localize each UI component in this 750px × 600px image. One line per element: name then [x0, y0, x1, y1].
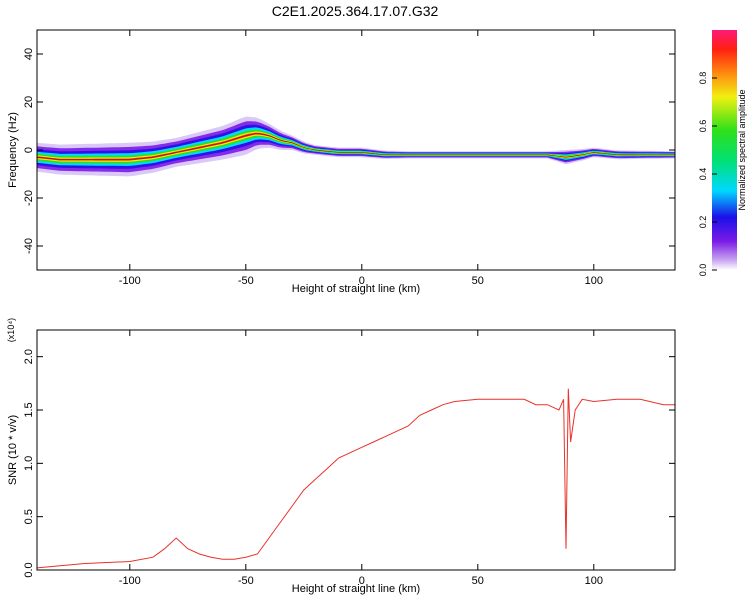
colorbar-ticks: 0.0 0.2 0.4 0.6 0.8 [698, 72, 717, 277]
colorbar-tick-label: 0.2 [698, 216, 708, 229]
snr-y-label: SNR (10 * v/v) [7, 415, 19, 485]
colorbar-label: Normalized spectral amplitude [737, 89, 747, 210]
snr-series-line [36, 388, 675, 569]
snr-x-tick-label: -100 [119, 575, 141, 587]
snr-y-tick-label: 2.0 [23, 349, 35, 364]
snr-panel: -100 -50 0 50 100 0.0 0.5 1.0 1.5 2.0 Height of … [6, 318, 676, 595]
spectrogram-x-tick-label: 100 [585, 275, 603, 287]
spectrogram-ridge-line [36, 133, 675, 160]
snr-y-tick-label: 0.5 [23, 509, 35, 524]
spectrogram-x-ticks: -100 -50 0 50 100 [119, 30, 603, 287]
snr-x-tick-label: 100 [585, 575, 603, 587]
spectrogram-x-tick-label: 0 [359, 275, 365, 287]
spectrogram-y-label: Frequency (Hz) [7, 112, 19, 188]
spectrogram-x-tick-label: 50 [472, 275, 484, 287]
spectrogram-panel: -100 -50 0 50 100 -40 -20 0 20 40 Height of stra… [7, 29, 676, 295]
spectrogram-y-tick-label: 40 [23, 48, 35, 60]
colorbar-gradient [712, 30, 737, 270]
snr-scale-label: (x10⁴) [6, 318, 16, 342]
snr-y-tick-label: 1.0 [23, 456, 35, 471]
snr-x-tick-label: 50 [472, 575, 484, 587]
spectrogram-halo [37, 116, 675, 177]
spectrogram-fill [36, 116, 675, 177]
spectrogram-band-violet [37, 121, 675, 173]
colorbar-tick-label: 0.8 [698, 72, 708, 85]
spectrogram-x-label: Height of straight line (km) [292, 283, 420, 295]
snr-y-tick-label: 0.0 [23, 562, 35, 577]
spectrogram-y-tick-label: -20 [23, 190, 35, 206]
snr-frame [36, 329, 676, 571]
snr-x-label: Height of straight line (km) [292, 583, 420, 595]
snr-y-tick-label: 1.5 [23, 402, 35, 417]
spectrogram-x-tick-label: -50 [238, 275, 254, 287]
snr-x-tick-label: -50 [238, 575, 254, 587]
colorbar-tick-label: 0.6 [698, 120, 708, 133]
colorbar-tick-label: 0.0 [698, 264, 708, 277]
spectrogram-y-tick-label: 20 [23, 96, 35, 108]
chart-title: C2E1.2025.364.17.07.G32 [272, 3, 439, 19]
snr-y-ticks: 0.0 0.5 1.0 1.5 2.0 [23, 349, 675, 578]
snr-x-tick-label: 0 [359, 575, 365, 587]
snr-x-ticks: -100 -50 0 50 100 [119, 330, 603, 587]
colorbar-tick-label: 0.4 [698, 168, 708, 181]
spectrogram-y-tick-label: -40 [23, 238, 35, 254]
spectrogram-y-tick-label: 0 [23, 147, 35, 153]
spectrogram-y-ticks: -40 -20 0 20 40 [23, 48, 675, 254]
spectrogram-x-tick-label: -100 [119, 275, 141, 287]
colorbar: 0.0 0.2 0.4 0.6 0.8 Normalized spectral ampl… [698, 30, 747, 276]
spectrogram-frame [36, 29, 676, 271]
